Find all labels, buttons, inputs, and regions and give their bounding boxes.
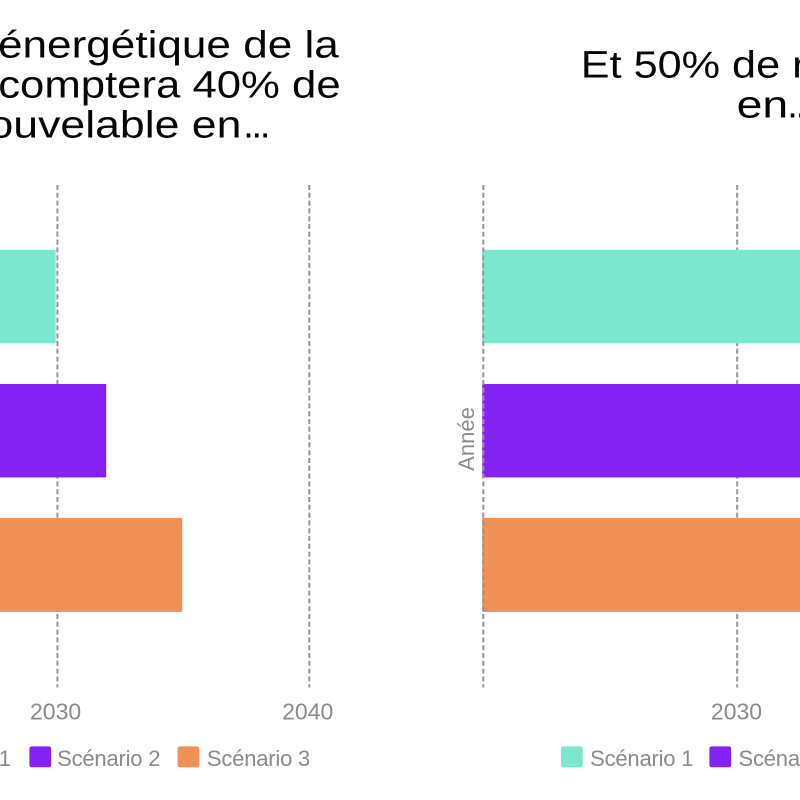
svg-text:2040: 2040 (282, 699, 333, 725)
svg-text:en: en (737, 83, 789, 125)
svg-text:Scénario 3: Scénario 3 (207, 746, 310, 771)
svg-text:...: ... (787, 85, 800, 127)
svg-text:Scénario 2: Scénario 2 (57, 746, 160, 771)
svg-text:Année: Année (454, 407, 479, 471)
svg-text:comptera 40% de: comptera 40% de (0, 63, 341, 106)
svg-text:Et 50% de renouvelable: Et 50% de renouvelable (581, 43, 800, 86)
svg-text:2030: 2030 (30, 699, 81, 725)
svg-text:...: ... (243, 104, 268, 146)
svg-text:Scénario 1: Scénario 1 (0, 746, 11, 771)
svg-text:Scénario 2: Scénario 2 (739, 746, 800, 771)
svg-text:ouvelable en: ouvelable en (0, 103, 241, 146)
svg-text:Scénario 1: Scénario 1 (590, 746, 693, 771)
svg-text:2030: 2030 (711, 699, 762, 725)
svg-text:énergétique de la: énergétique de la (0, 23, 339, 65)
